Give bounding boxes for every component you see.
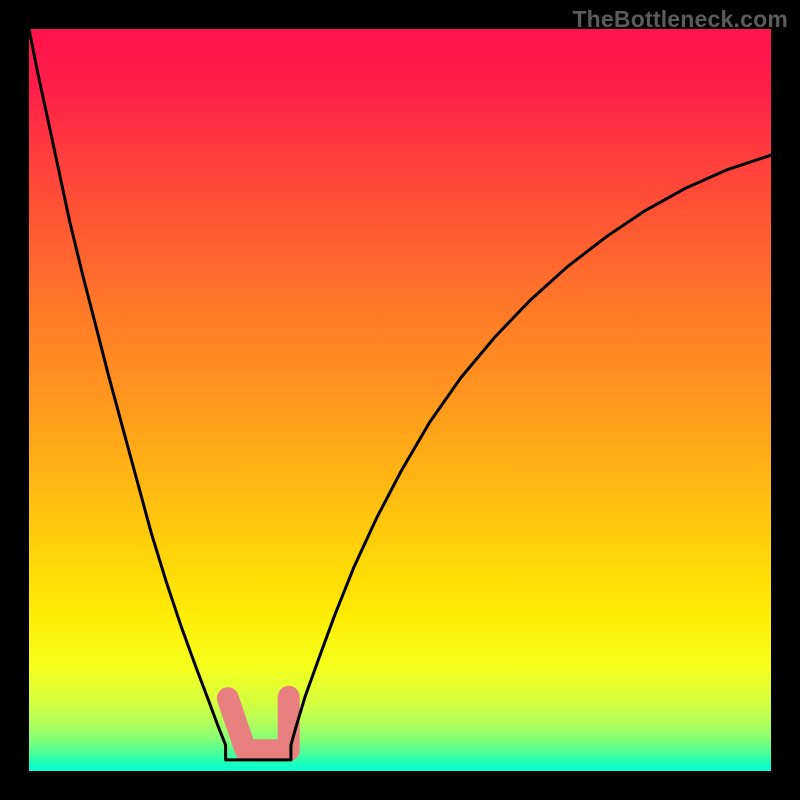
bottleneck-plot <box>29 29 771 771</box>
chart-frame: TheBottleneck.com <box>0 0 800 800</box>
gradient-background <box>29 29 771 771</box>
watermark-text: TheBottleneck.com <box>572 6 788 33</box>
